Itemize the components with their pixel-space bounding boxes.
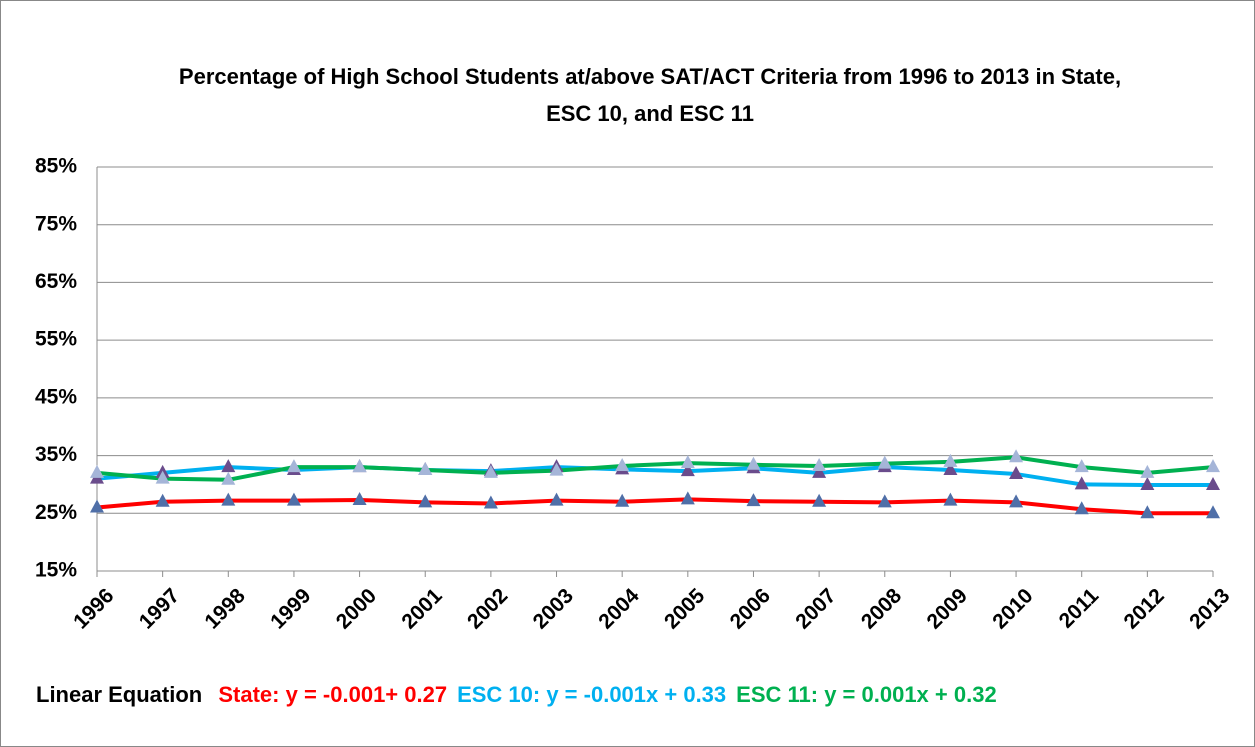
marker <box>746 456 761 470</box>
y-tick-label: 45% <box>35 385 77 408</box>
marker <box>1206 477 1220 491</box>
equation: State: y = -0.001+ 0.27 <box>218 682 448 707</box>
marker <box>155 470 170 484</box>
marker <box>680 491 695 505</box>
x-tick-label: 2008 <box>857 584 907 634</box>
marker <box>352 459 367 473</box>
marker <box>615 493 630 507</box>
x-tick-label: 2009 <box>923 584 972 633</box>
marker <box>812 457 827 471</box>
marker <box>943 492 958 506</box>
x-tick-label: 1996 <box>69 584 118 633</box>
marker <box>418 462 433 475</box>
marker <box>221 492 236 506</box>
marker <box>1206 505 1220 519</box>
marker <box>943 462 958 475</box>
x-tick-label: 1998 <box>200 584 250 634</box>
marker <box>1009 466 1024 480</box>
x-tick-label: 2011 <box>1055 584 1104 633</box>
marker <box>549 462 564 476</box>
x-tick-label: 1999 <box>266 584 315 633</box>
marker <box>943 453 958 467</box>
x-tick-label: 2001 <box>397 584 447 634</box>
marker <box>483 464 498 478</box>
x-tick-label: 2010 <box>988 584 1037 633</box>
series-line <box>96 465 1213 488</box>
marker <box>1074 459 1089 473</box>
y-tick-label: 25% <box>35 501 77 524</box>
x-tick-label: 2005 <box>660 584 710 634</box>
marker <box>746 493 761 507</box>
marker <box>1140 464 1155 478</box>
x-tick-label: 2012 <box>1120 584 1169 633</box>
y-tick-label: 55% <box>35 328 77 351</box>
marker <box>90 499 104 513</box>
x-tick-label: 1997 <box>135 584 184 633</box>
marker <box>680 455 695 469</box>
marker <box>812 464 827 478</box>
marker <box>812 493 827 507</box>
marker <box>221 459 236 473</box>
marker <box>155 493 170 507</box>
marker <box>1140 477 1155 491</box>
y-tick-label: 35% <box>35 443 77 466</box>
x-tick-label: 2004 <box>594 584 644 634</box>
equation: ESC 11: y = 0.001x + 0.32 <box>736 682 997 707</box>
footer: Linear Equation State: y = -0.001+ 0.27 E… <box>36 682 1007 708</box>
marker <box>1074 476 1089 490</box>
marker <box>549 492 564 506</box>
marker <box>483 495 498 509</box>
equation: ESC 10: y = -0.001x + 0.33 <box>457 682 727 707</box>
marker <box>286 492 301 506</box>
marker <box>352 492 367 506</box>
marker <box>1009 494 1024 508</box>
x-tick-label: 2002 <box>463 584 512 633</box>
y-tick-label: 85% <box>35 155 77 178</box>
x-tick-label: 2000 <box>332 584 381 633</box>
y-tick-label: 75% <box>35 212 77 235</box>
marker <box>418 494 433 508</box>
marker <box>1009 449 1024 463</box>
marker <box>1140 505 1155 519</box>
x-tick-label: 2013 <box>1185 584 1234 633</box>
x-tick-label: 2003 <box>529 584 578 633</box>
footer-label: Linear Equation <box>36 682 203 707</box>
marker <box>877 494 892 508</box>
chart-title: Percentage of High School Students at/ab… <box>178 64 1122 126</box>
marker <box>286 459 301 473</box>
series-line <box>96 455 1214 482</box>
marker <box>221 471 236 485</box>
series-line <box>96 497 1213 516</box>
x-tick-label: 2006 <box>726 584 775 633</box>
marker <box>877 455 892 469</box>
marker <box>680 463 695 477</box>
marker <box>615 457 630 471</box>
marker <box>90 464 104 478</box>
marker <box>1206 459 1220 473</box>
x-tick-label: 2007 <box>791 584 840 633</box>
y-tick-label: 65% <box>35 270 77 293</box>
marker <box>1074 501 1089 515</box>
y-tick-label: 15% <box>35 559 77 582</box>
